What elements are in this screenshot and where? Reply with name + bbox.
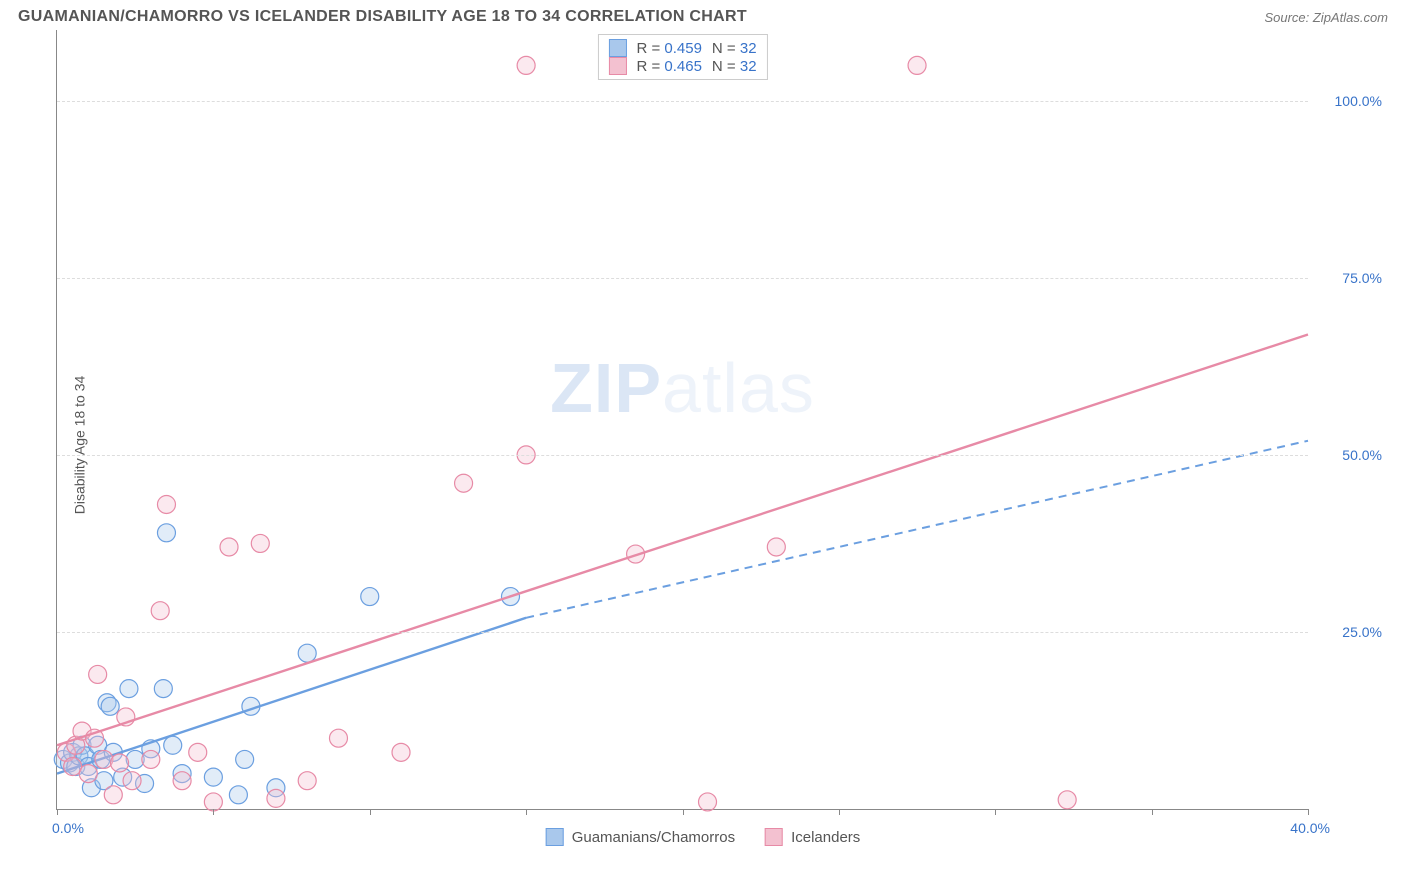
gridline-h — [57, 632, 1308, 633]
gridline-h — [57, 278, 1308, 279]
marker-guamanian — [101, 697, 119, 715]
correlation-chart: GUAMANIAN/CHAMORRO VS ICELANDER DISABILI… — [8, 8, 1398, 884]
marker-icelander — [392, 743, 410, 761]
marker-guamanian — [164, 736, 182, 754]
stats-box: R = 0.459 N = 32 R = 0.465 N = 32 — [597, 34, 767, 80]
marker-icelander — [95, 750, 113, 768]
x-tick — [839, 809, 840, 815]
plot-outer: Disability Age 18 to 34 ZIPatlas R = 0.4… — [8, 30, 1398, 860]
legend-label: Guamanians/Chamorros — [572, 829, 735, 846]
y-tick-label: 25.0% — [1342, 624, 1382, 640]
marker-guamanian — [298, 644, 316, 662]
marker-icelander — [298, 772, 316, 790]
marker-icelander — [104, 786, 122, 804]
marker-icelander — [89, 665, 107, 683]
y-tick-label: 50.0% — [1342, 447, 1382, 463]
x-axis-max-label: 40.0% — [1290, 820, 1330, 836]
marker-icelander — [1058, 791, 1076, 809]
marker-icelander — [455, 474, 473, 492]
marker-guamanian — [229, 786, 247, 804]
trendline-icelander — [57, 335, 1308, 746]
swatch-guamanian — [608, 39, 626, 57]
stats-r-label: R = 0.459 — [636, 40, 701, 57]
marker-guamanian — [154, 680, 172, 698]
stats-row-guamanian: R = 0.459 N = 32 — [608, 39, 756, 57]
marker-icelander — [142, 750, 160, 768]
marker-icelander — [151, 602, 169, 620]
marker-icelander — [157, 495, 175, 513]
marker-guamanian — [236, 750, 254, 768]
marker-icelander — [699, 793, 717, 811]
stats-n-value: 32 — [740, 58, 757, 75]
legend-swatch-icelander — [765, 828, 783, 846]
stats-n-value: 32 — [740, 40, 757, 57]
marker-icelander — [189, 743, 207, 761]
marker-guamanian — [157, 524, 175, 542]
x-tick — [1308, 809, 1309, 815]
stats-n-label: N = 32 — [712, 58, 757, 75]
x-tick — [370, 809, 371, 815]
marker-icelander — [908, 56, 926, 74]
marker-icelander — [79, 765, 97, 783]
marker-icelander — [220, 538, 238, 556]
x-tick — [683, 809, 684, 815]
marker-icelander — [173, 772, 191, 790]
marker-guamanian — [120, 680, 138, 698]
legend-swatch-guamanian — [546, 828, 564, 846]
scatter-svg — [57, 30, 1308, 809]
marker-icelander — [517, 56, 535, 74]
stats-r-label: R = 0.465 — [636, 58, 701, 75]
gridline-h — [57, 455, 1308, 456]
x-tick — [213, 809, 214, 815]
marker-icelander — [267, 789, 285, 807]
legend-item-icelander: Icelanders — [765, 828, 860, 846]
marker-icelander — [767, 538, 785, 556]
x-tick — [1152, 809, 1153, 815]
marker-icelander — [111, 754, 129, 772]
marker-icelander — [251, 534, 269, 552]
title-bar: GUAMANIAN/CHAMORRO VS ICELANDER DISABILI… — [8, 8, 1398, 30]
stats-n-label: N = 32 — [712, 40, 757, 57]
legend-item-guamanian: Guamanians/Chamorros — [546, 828, 735, 846]
plot-area: ZIPatlas R = 0.459N = 32R = 0.465N = 32 … — [56, 30, 1308, 810]
y-tick-label: 100.0% — [1335, 93, 1382, 109]
x-axis-min-label: 0.0% — [52, 820, 84, 836]
marker-guamanian — [204, 768, 222, 786]
legend-label: Icelanders — [791, 829, 860, 846]
x-tick — [995, 809, 996, 815]
x-tick — [57, 809, 58, 815]
trendline-dash-guamanian — [526, 441, 1308, 618]
chart-title: GUAMANIAN/CHAMORRO VS ICELANDER DISABILI… — [18, 8, 747, 26]
stats-r-value: 0.459 — [664, 40, 702, 57]
stats-row-icelander: R = 0.465 N = 32 — [608, 57, 756, 75]
source-label: Source: ZipAtlas.com — [1264, 10, 1388, 25]
marker-icelander — [123, 772, 141, 790]
x-tick — [526, 809, 527, 815]
bottom-legend: Guamanians/Chamorros Icelanders — [546, 828, 861, 846]
swatch-icelander — [608, 57, 626, 75]
y-tick-label: 75.0% — [1342, 270, 1382, 286]
marker-guamanian — [361, 588, 379, 606]
marker-icelander — [329, 729, 347, 747]
stats-r-value: 0.465 — [664, 58, 702, 75]
gridline-h — [57, 101, 1308, 102]
